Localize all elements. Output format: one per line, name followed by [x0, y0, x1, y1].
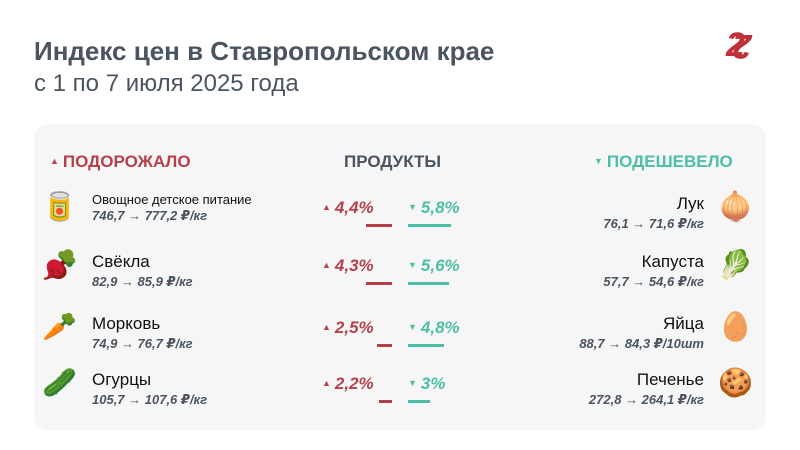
product-name: Яйца [663, 314, 704, 333]
product-row: 🥫 Овощное детское питание 746,7 → 777,2 … [0, 190, 800, 246]
product-price: 57,7 → 54,6 ₽/кг [603, 274, 704, 289]
product-price: 82,9 → 85,9 ₽/кг [92, 274, 193, 289]
price-card [34, 124, 766, 430]
product-price: 74,9 → 76,7 ₽/кг [92, 336, 193, 351]
increase-bar [365, 224, 392, 227]
header-products: ПРОДУКТЫ [344, 152, 442, 171]
triangle-up-icon: ▲ [322, 378, 331, 388]
product-name: Лук [676, 194, 704, 213]
decrease-percent: ▼ 4,8% [408, 318, 460, 338]
triangle-up-icon: ▲ [50, 156, 59, 166]
increase-value: 2,2% [334, 374, 374, 393]
product-name: Морковь [92, 314, 161, 333]
increase-bar [377, 344, 392, 347]
product-price: 272,8 → 264,1 ₽/кг [588, 392, 704, 407]
product-icon: 🫜 [42, 249, 77, 280]
product-name: Капуста [641, 252, 704, 271]
increase-value: 4,3% [334, 256, 374, 275]
product-price: 746,7 → 777,2 ₽/кг [92, 208, 208, 223]
product-row: 🥒 Огурцы 105,7 → 107,6 ₽/кг ▲ 2,2% ▼ 3% Пе… [0, 366, 800, 422]
increase-value: 2,5% [334, 318, 374, 337]
header-up-label: ПОДОРОЖАЛО [62, 152, 191, 171]
increase-percent: ▲ 2,5% [322, 318, 374, 338]
product-name: Огурцы [92, 370, 152, 389]
decrease-value: 4,8% [420, 318, 460, 337]
page-title: Индекс цен в Ставропольском крае [34, 36, 495, 66]
decrease-bar [408, 282, 450, 285]
decrease-value: 5,6% [420, 256, 460, 275]
product-icon: 🥫 [42, 191, 77, 222]
decrease-percent: ▼ 5,6% [408, 256, 460, 276]
product-icon: 🥚 [718, 311, 753, 342]
product-name: Овощное детское питание [92, 192, 252, 207]
decrease-bar [408, 400, 431, 403]
increase-bar [378, 400, 392, 403]
product-row: 🫜 Свёкла 82,9 → 85,9 ₽/кг ▲ 4,3% ▼ 5,6% Ка… [0, 248, 800, 304]
triangle-up-icon: ▲ [322, 260, 331, 270]
logo: 22 [726, 26, 752, 65]
increase-value: 4,4% [334, 198, 374, 217]
header-down: ▼ ПОДЕШЕВЕЛО [594, 152, 733, 172]
header-up: ▲ ПОДОРОЖАЛО [50, 152, 191, 172]
decrease-bar [408, 344, 444, 347]
header-down-label: ПОДЕШЕВЕЛО [606, 152, 733, 171]
increase-percent: ▲ 2,2% [322, 374, 374, 394]
product-icon: 🥒 [42, 367, 77, 398]
product-row: 🥕 Морковь 74,9 → 76,7 ₽/кг ▲ 2,5% ▼ 4,8% Я… [0, 310, 800, 366]
triangle-down-icon: ▼ [408, 260, 417, 270]
increase-percent: ▲ 4,3% [322, 256, 374, 276]
decrease-bar [408, 224, 451, 227]
decrease-percent: ▼ 5,8% [408, 198, 460, 218]
decrease-value: 5,8% [420, 198, 460, 217]
product-price: 76,1 → 71,6 ₽/кг [603, 216, 704, 231]
triangle-down-icon: ▼ [594, 156, 603, 166]
triangle-down-icon: ▼ [408, 378, 417, 388]
triangle-up-icon: ▲ [322, 202, 331, 212]
product-icon: 🧅 [718, 191, 753, 222]
page-subtitle: с 1 по 7 июля 2025 года [34, 70, 299, 97]
increase-bar [366, 282, 392, 285]
triangle-down-icon: ▼ [408, 322, 417, 332]
product-icon: 🥬 [718, 249, 753, 280]
product-icon: 🥕 [42, 311, 77, 342]
triangle-up-icon: ▲ [322, 322, 331, 332]
product-price: 88,7 → 84,3 ₽/10шт [579, 336, 704, 351]
product-icon: 🍪 [718, 367, 753, 398]
product-name: Свёкла [92, 252, 150, 271]
product-name: Печенье [636, 370, 704, 389]
triangle-down-icon: ▼ [408, 202, 417, 212]
increase-percent: ▲ 4,4% [322, 198, 374, 218]
decrease-percent: ▼ 3% [408, 374, 446, 394]
product-price: 105,7 → 107,6 ₽/кг [92, 392, 208, 407]
decrease-value: 3% [420, 374, 446, 393]
